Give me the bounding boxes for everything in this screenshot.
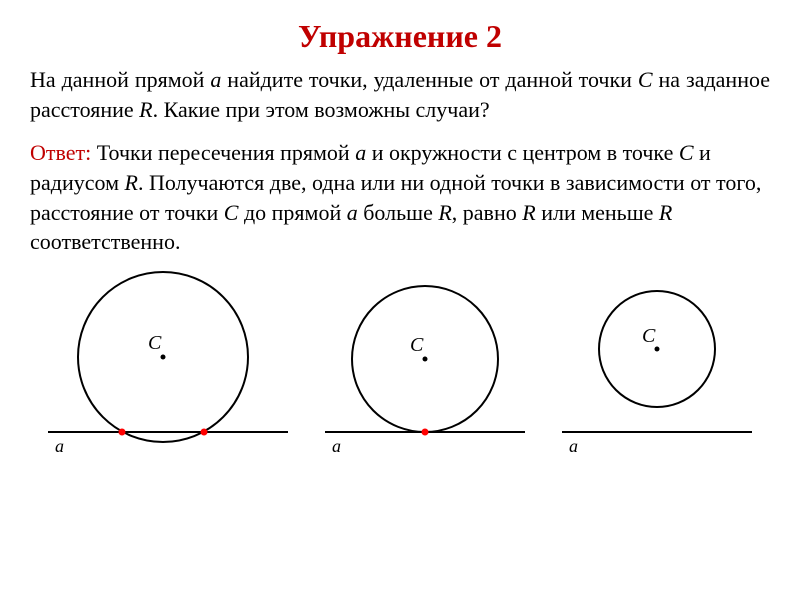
answer-text-1: и окружности с центром в точке (366, 140, 679, 165)
answer-block: Ответ: Точки пересечения прямой a и окру… (30, 138, 770, 257)
center-dot (161, 355, 166, 360)
problem-statement: На данной прямой a найдите точки, удален… (30, 65, 770, 124)
label-C: C (642, 325, 656, 347)
diagram-case-2: Ca (557, 267, 757, 462)
problem-text-4: . Какие при этом возможны случаи? (153, 97, 490, 122)
center-dot (654, 347, 659, 352)
diagram-case-0: Ca (43, 267, 293, 462)
exercise-title: Упражнение 2 (30, 18, 770, 55)
problem-text-1: На данной прямой (30, 67, 210, 92)
answer-text-0: Точки пересечения прямой (91, 140, 355, 165)
label-C: C (410, 334, 424, 356)
diagram-case-1: Ca (320, 267, 530, 462)
ans-var-R3: R (522, 200, 535, 225)
var-R: R (139, 97, 152, 122)
answer-text-8: соответственно. (30, 229, 180, 254)
label-a: a (332, 436, 341, 456)
var-a: a (210, 67, 221, 92)
problem-text-2: найдите точки, удаленные от данной точки (221, 67, 638, 92)
answer-text-6: , равно (452, 200, 522, 225)
ans-var-a2: a (347, 200, 358, 225)
label-C: C (148, 332, 162, 354)
center-dot (422, 357, 427, 362)
ans-var-C: C (679, 140, 694, 165)
var-C: C (638, 67, 653, 92)
ans-var-R4: R (659, 200, 672, 225)
ans-var-R: R (125, 170, 138, 195)
answer-label: Ответ: (30, 140, 91, 165)
ans-var-C2: C (224, 200, 239, 225)
ans-var-R2: R (438, 200, 451, 225)
diagram-row: CaCaCa (30, 267, 770, 462)
intersection-point-1 (201, 429, 208, 436)
intersection-point-0 (421, 429, 428, 436)
label-a: a (569, 436, 578, 456)
answer-text-4: до прямой (238, 200, 346, 225)
answer-text-5: больше (358, 200, 439, 225)
intersection-point-0 (119, 429, 126, 436)
answer-text-7: или меньше (536, 200, 659, 225)
label-a: a (55, 436, 64, 456)
ans-var-a: a (355, 140, 366, 165)
